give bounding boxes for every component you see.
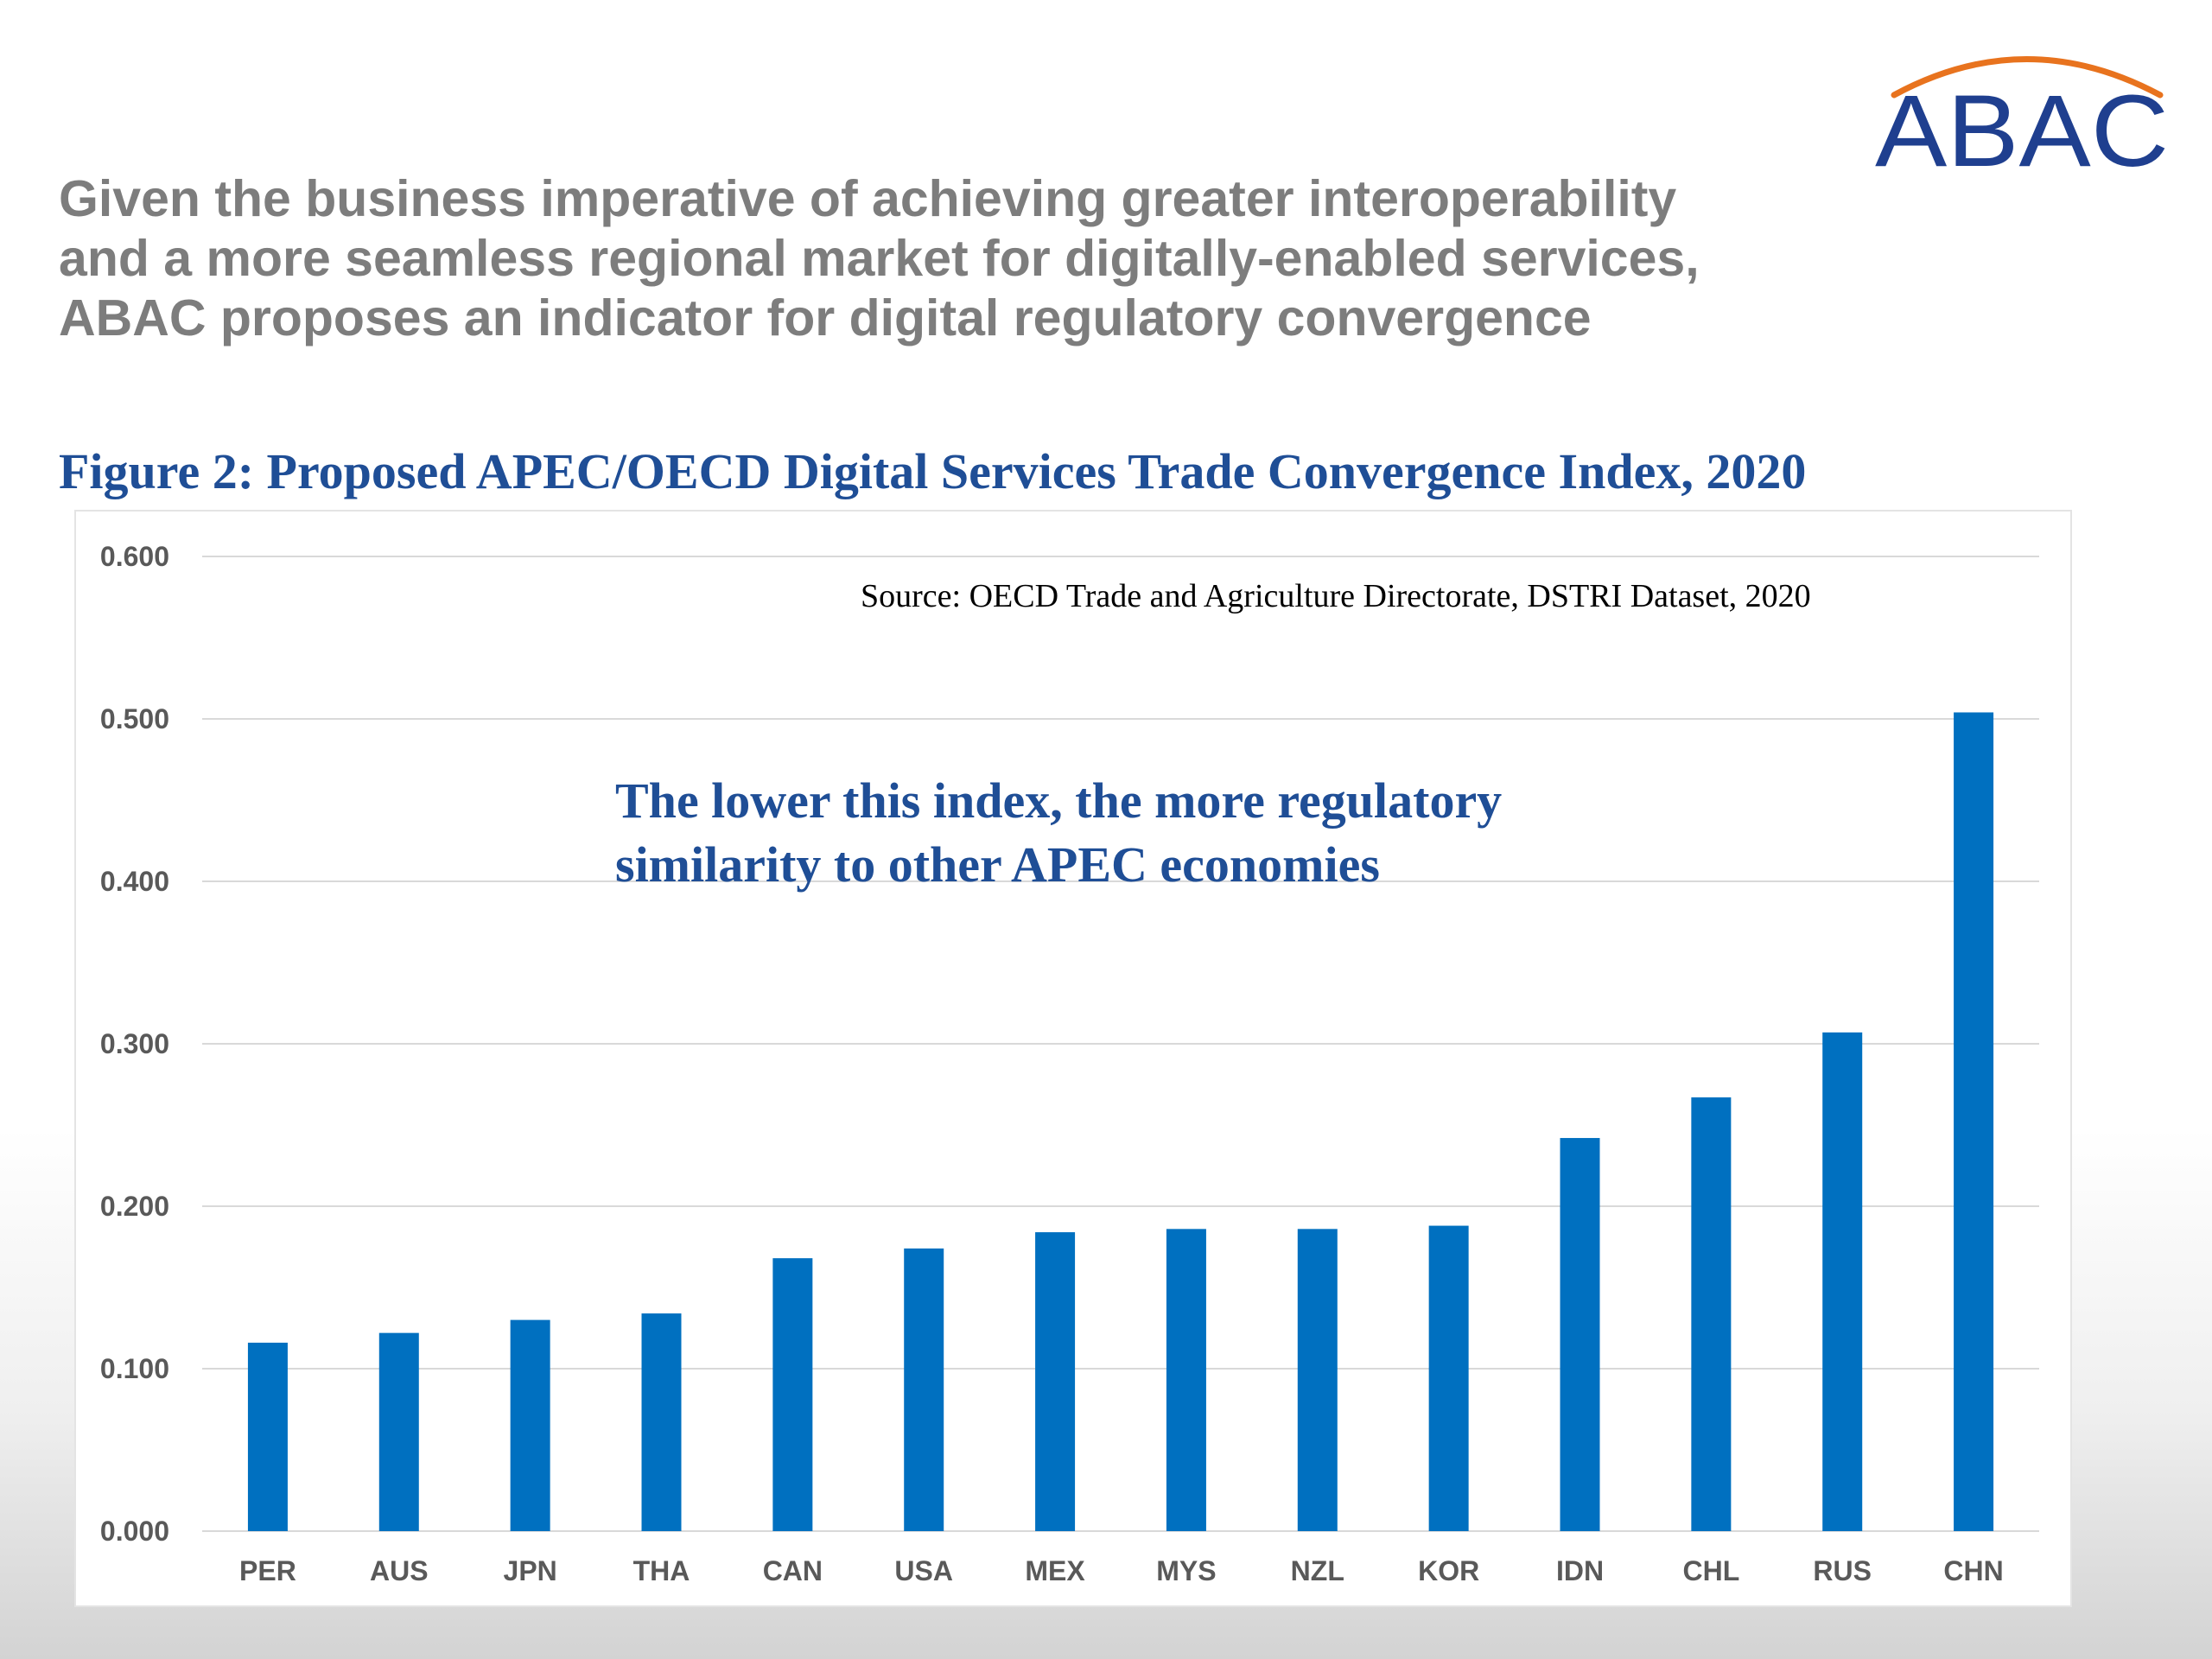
x-tick-label: USA bbox=[894, 1555, 953, 1586]
headline-line: ABAC proposes an indicator for digital r… bbox=[59, 289, 1592, 346]
logo-arc bbox=[1891, 56, 2164, 99]
y-tick-label: 0.300 bbox=[100, 1028, 169, 1059]
x-tick-label: KOR bbox=[1418, 1555, 1479, 1586]
x-tick-label: PER bbox=[239, 1555, 296, 1586]
bar-idn bbox=[1560, 1138, 1600, 1531]
bar-per bbox=[247, 1342, 288, 1531]
bar-mys bbox=[1166, 1229, 1206, 1531]
bar-jpn bbox=[510, 1319, 550, 1531]
bar-kor bbox=[1428, 1225, 1469, 1531]
bar-nzl bbox=[1297, 1229, 1338, 1531]
x-tick-label: RUS bbox=[1813, 1555, 1872, 1586]
bar-tha bbox=[641, 1313, 682, 1531]
x-tick-label: NZL bbox=[1291, 1555, 1344, 1586]
annotation-line: The lower this index, the more regulator… bbox=[615, 772, 1503, 829]
bar-chart: 0.000 0.100 0.200 0.300 0.400 0.500 0.600 PER AU… bbox=[100, 541, 2039, 1586]
headline: Given the business imperative of achievi… bbox=[59, 169, 1916, 348]
x-tick-label: JPN bbox=[504, 1555, 557, 1586]
source-note: Source: OECD Trade and Agriculture Direc… bbox=[861, 578, 1811, 614]
annotation-line: similarity to other APEC economies bbox=[615, 836, 1380, 893]
x-tick-label: THA bbox=[633, 1555, 690, 1586]
logo-text: ABAC bbox=[1875, 74, 2169, 175]
x-tick-label: CHN bbox=[1943, 1555, 2003, 1586]
y-tick-label: 0.000 bbox=[100, 1516, 169, 1547]
x-tick-label: CAN bbox=[763, 1555, 823, 1586]
chart-panel: 0.000 0.100 0.200 0.300 0.400 0.500 0.600 PER AU… bbox=[74, 510, 2072, 1607]
y-tick-label: 0.500 bbox=[100, 703, 169, 734]
x-tick-label: IDN bbox=[1556, 1555, 1604, 1586]
x-tick-label: MYS bbox=[1156, 1555, 1216, 1586]
y-tick-label: 0.100 bbox=[100, 1353, 169, 1384]
bar-aus bbox=[378, 1332, 419, 1531]
x-tick-label: AUS bbox=[370, 1555, 429, 1586]
bar-chn bbox=[1954, 712, 1994, 1531]
x-tick-label: MEX bbox=[1025, 1555, 1085, 1586]
chart-annotation: The lower this index, the more regulator… bbox=[615, 769, 1738, 897]
bar-chl bbox=[1691, 1097, 1732, 1531]
figure-title: Figure 2: Proposed APEC/OECD Digital Ser… bbox=[59, 443, 1807, 499]
abac-logo: ABAC bbox=[1875, 56, 2169, 175]
headline-line: Given the business imperative of achievi… bbox=[59, 170, 1677, 227]
bar-usa bbox=[904, 1248, 944, 1531]
bar-can bbox=[772, 1258, 813, 1531]
bar-mex bbox=[1035, 1232, 1076, 1531]
y-tick-label: 0.600 bbox=[100, 541, 169, 572]
bar-rus bbox=[1822, 1032, 1863, 1531]
headline-line: and a more seamless regional market for … bbox=[59, 230, 1700, 287]
x-tick-label: CHL bbox=[1682, 1555, 1739, 1586]
y-tick-label: 0.200 bbox=[100, 1191, 169, 1222]
y-tick-label: 0.400 bbox=[100, 866, 169, 897]
